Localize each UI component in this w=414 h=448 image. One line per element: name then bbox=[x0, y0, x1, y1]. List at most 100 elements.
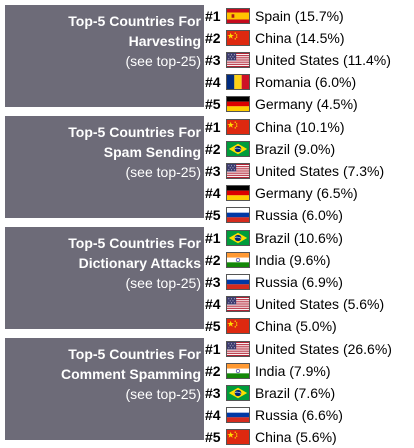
country-stat: Russia (6.0%) bbox=[255, 207, 343, 223]
rank-label: #5 bbox=[205, 207, 221, 223]
country-stat: Spain (15.7%) bbox=[255, 8, 344, 24]
country-stat: Brazil (7.6%) bbox=[255, 385, 336, 401]
country-row: #4 Romania (6.0%) bbox=[205, 71, 410, 93]
rank-label: #4 bbox=[205, 407, 221, 423]
country-stat: India (7.9%) bbox=[255, 363, 331, 379]
country-row: #4 United States (5.6%) bbox=[205, 293, 410, 315]
block-title-line1: Top-5 Countries For bbox=[68, 235, 201, 251]
country-stat: China (10.1%) bbox=[255, 119, 345, 135]
block-comment-spamming: Top-5 Countries For Comment Spamming (se… bbox=[5, 338, 410, 445]
country-row: #2 Brazil (9.0%) bbox=[205, 138, 410, 160]
rank-label: #2 bbox=[205, 30, 221, 46]
country-row: #3 Russia (6.9%) bbox=[205, 271, 410, 293]
flag-india-icon bbox=[226, 363, 250, 379]
country-row: #5 China (5.0%) bbox=[205, 315, 410, 337]
rank-label: #4 bbox=[205, 296, 221, 312]
country-stat: United States (26.6%) bbox=[255, 341, 392, 357]
country-stat: China (14.5%) bbox=[255, 30, 345, 46]
flag-germany-icon bbox=[226, 96, 250, 112]
country-row: #2 India (9.6%) bbox=[205, 249, 410, 271]
country-row: #3 United States (11.4%) bbox=[205, 49, 410, 71]
flag-russia-icon bbox=[226, 274, 250, 290]
rank-label: #5 bbox=[205, 429, 221, 445]
country-row: #1 United States (26.6%) bbox=[205, 338, 410, 360]
rank-label: #4 bbox=[205, 74, 221, 90]
block-spam-sending: Top-5 Countries For Spam Sending (see to… bbox=[5, 116, 410, 223]
country-row: #4 Germany (6.5%) bbox=[205, 182, 410, 204]
rank-label: #1 bbox=[205, 119, 221, 135]
block-title-line1: Top-5 Countries For bbox=[68, 13, 201, 29]
country-list: #1 China (10.1%) #2 Brazil (9.0%) #3 United… bbox=[205, 116, 410, 226]
country-stat: United States (11.4%) bbox=[255, 52, 391, 68]
country-row: #2 China (14.5%) bbox=[205, 27, 410, 49]
flag-brazil-icon bbox=[226, 385, 250, 401]
country-row: #5 Russia (6.0%) bbox=[205, 204, 410, 226]
flag-india-icon bbox=[226, 252, 250, 268]
rank-label: #5 bbox=[205, 96, 221, 112]
rank-label: #1 bbox=[205, 341, 221, 357]
rank-label: #1 bbox=[205, 230, 221, 246]
flag-united-states-icon bbox=[226, 341, 250, 357]
country-row: #1 China (10.1%) bbox=[205, 116, 410, 138]
country-stat: United States (5.6%) bbox=[255, 296, 385, 312]
flag-united-states-icon bbox=[226, 163, 250, 179]
country-row: #5 China (5.6%) bbox=[205, 426, 410, 448]
block-title-line1: Top-5 Countries For bbox=[68, 346, 201, 362]
see-top-25-link[interactable]: (see top-25) bbox=[125, 53, 201, 69]
country-stat: Germany (4.5%) bbox=[255, 96, 358, 112]
rank-label: #3 bbox=[205, 52, 221, 68]
block-label: Top-5 Countries For Dictionary Attacks (… bbox=[5, 227, 204, 329]
rank-label: #1 bbox=[205, 8, 221, 24]
block-harvesting: Top-5 Countries For Harvesting (see top-… bbox=[5, 5, 410, 112]
block-label: Top-5 Countries For Harvesting (see top-… bbox=[5, 5, 204, 107]
country-row: #3 Brazil (7.6%) bbox=[205, 382, 410, 404]
block-title-line2: Comment Spamming bbox=[60, 366, 201, 382]
country-row: #1 Spain (15.7%) bbox=[205, 5, 410, 27]
flag-spain-icon bbox=[226, 8, 250, 24]
country-list: #1 United States (26.6%) #2 India (7.9%) #… bbox=[205, 338, 410, 448]
country-row: #3 United States (7.3%) bbox=[205, 160, 410, 182]
country-stat: Brazil (9.0%) bbox=[255, 141, 336, 157]
see-top-25-link[interactable]: (see top-25) bbox=[125, 275, 201, 291]
flag-united-states-icon bbox=[226, 296, 250, 312]
rank-label: #3 bbox=[205, 163, 221, 179]
flag-brazil-icon bbox=[226, 230, 250, 246]
rank-label: #5 bbox=[205, 318, 221, 334]
block-title-line1: Top-5 Countries For bbox=[68, 124, 201, 140]
rank-label: #2 bbox=[205, 141, 221, 157]
country-stat: United States (7.3%) bbox=[255, 163, 385, 179]
country-stat: Russia (6.9%) bbox=[255, 274, 343, 290]
rank-label: #4 bbox=[205, 185, 221, 201]
country-row: #4 Russia (6.6%) bbox=[205, 404, 410, 426]
country-stat: China (5.6%) bbox=[255, 429, 337, 445]
country-row: #5 Germany (4.5%) bbox=[205, 93, 410, 115]
country-stat: Brazil (10.6%) bbox=[255, 230, 343, 246]
country-row: #2 India (7.9%) bbox=[205, 360, 410, 382]
block-label: Top-5 Countries For Comment Spamming (se… bbox=[5, 338, 204, 440]
flag-united-states-icon bbox=[226, 52, 250, 68]
country-stat: Russia (6.6%) bbox=[255, 407, 343, 423]
block-title-line2: Spam Sending bbox=[103, 144, 201, 160]
see-top-25-link[interactable]: (see top-25) bbox=[125, 386, 201, 402]
country-stat: India (9.6%) bbox=[255, 252, 331, 268]
see-top-25-link[interactable]: (see top-25) bbox=[125, 164, 201, 180]
flag-romania-icon bbox=[226, 74, 250, 90]
flag-russia-icon bbox=[226, 407, 250, 423]
rank-label: #3 bbox=[205, 274, 221, 290]
country-stat: China (5.0%) bbox=[255, 318, 337, 334]
block-dictionary-attacks: Top-5 Countries For Dictionary Attacks (… bbox=[5, 227, 410, 334]
rank-label: #3 bbox=[205, 385, 221, 401]
country-list: #1 Spain (15.7%) #2 China (14.5%) #3 United… bbox=[205, 5, 410, 115]
country-row: #1 Brazil (10.6%) bbox=[205, 227, 410, 249]
flag-russia-icon bbox=[226, 207, 250, 223]
flag-germany-icon bbox=[226, 185, 250, 201]
flag-brazil-icon bbox=[226, 141, 250, 157]
block-label: Top-5 Countries For Spam Sending (see to… bbox=[5, 116, 204, 218]
flag-china-icon bbox=[226, 119, 250, 135]
rank-label: #2 bbox=[205, 363, 221, 379]
country-list: #1 Brazil (10.6%) #2 India (9.6%) #3 Russia… bbox=[205, 227, 410, 337]
rank-label: #2 bbox=[205, 252, 221, 268]
flag-china-icon bbox=[226, 318, 250, 334]
country-stat: Germany (6.5%) bbox=[255, 185, 358, 201]
block-title-line2: Harvesting bbox=[128, 33, 201, 49]
